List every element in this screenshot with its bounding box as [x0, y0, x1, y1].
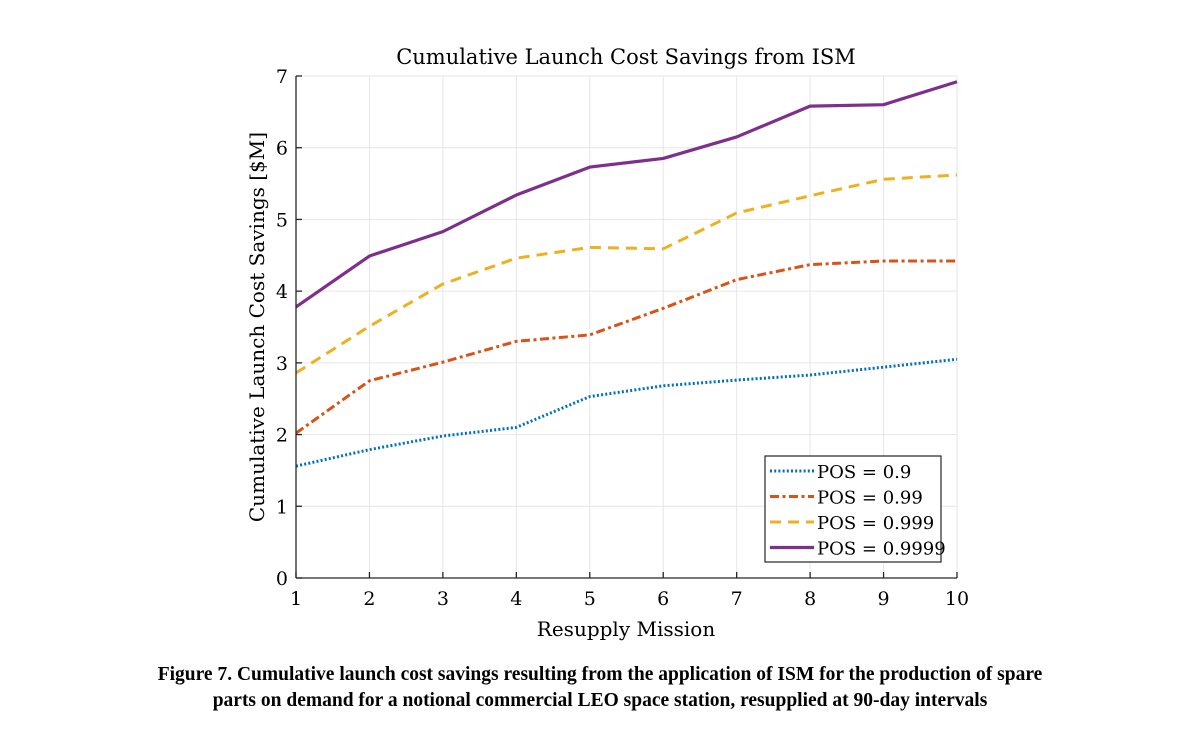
y-tick-label: 5 — [276, 209, 288, 231]
y-tick-label: 7 — [276, 66, 288, 88]
series-line-1 — [295, 357, 958, 468]
legend-label-1: POS = 0.9 — [817, 462, 911, 483]
y-tick-label: 0 — [276, 568, 288, 590]
chart-title: Cumulative Launch Cost Savings from ISM — [396, 45, 856, 69]
y-tick-label: 3 — [276, 353, 288, 375]
y-tick-label: 1 — [276, 496, 288, 518]
x-tick-label: 7 — [731, 588, 743, 610]
y-axis-label: Cumulative Launch Cost Savings [$M] — [245, 132, 269, 522]
series-line-3 — [295, 173, 958, 375]
figure-caption: Figure 7. Cumulative launch cost savings… — [0, 662, 1200, 714]
legend-label-2: POS = 0.99 — [817, 488, 923, 509]
y-tick-label: 6 — [276, 138, 288, 160]
x-tick-label: 5 — [584, 588, 596, 610]
x-tick-label: 10 — [945, 588, 969, 610]
legend-label-4: POS = 0.9999 — [817, 539, 946, 560]
x-tick-label: 1 — [290, 588, 302, 610]
series-line-4 — [295, 80, 958, 309]
legend: POS = 0.9 POS = 0.99 POS = 0.999 POS = 0.99… — [764, 455, 946, 563]
x-tick-label: 3 — [437, 588, 449, 610]
series-line-2 — [295, 259, 957, 435]
x-tick-label: 4 — [510, 588, 522, 610]
caption-line-2: parts on demand for a notional commercia… — [212, 690, 988, 711]
series-lines — [295, 80, 958, 468]
x-tick-label: 8 — [804, 588, 816, 610]
caption-line-1: Figure 7. Cumulative launch cost savings… — [157, 664, 1043, 685]
y-tick-label: 2 — [276, 425, 288, 447]
x-tick-label: 6 — [657, 588, 669, 610]
y-tick-label: 4 — [276, 281, 288, 303]
x-tick-label: 9 — [878, 588, 890, 610]
x-axis-label: Resupply Mission — [537, 617, 716, 641]
x-tick-label: 2 — [363, 588, 375, 610]
legend-label-3: POS = 0.999 — [817, 513, 934, 534]
legend-box — [764, 455, 942, 563]
